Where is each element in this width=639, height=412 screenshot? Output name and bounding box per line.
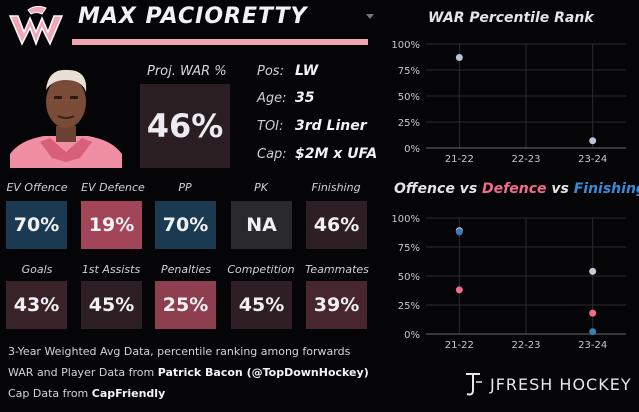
stat-label-teammates: Teammates [305,263,369,276]
capitals-logo [6,4,66,50]
y-tick-label: 0% [404,144,420,155]
proj-war-value: 46% [140,84,230,168]
stat-box-1st-assists: 45% [81,281,142,329]
toi-label: TOI: [257,119,284,134]
age-label: Age: [257,91,287,106]
stat-box-competition: 45% [231,281,292,329]
y-tick-label: 25% [398,118,420,129]
x-tick-label: 22-23 [511,340,540,351]
x-tick-label: 22-23 [511,154,540,165]
y-tick-label: 25% [398,301,420,312]
stat-label-1st-assists: 1st Assists [81,263,141,276]
stat-label-ev-offence: EV Offence [6,181,68,194]
pos-label: Pos: [257,64,284,79]
data-point [589,267,597,275]
ovd-title-finishing: Finishing [573,181,639,197]
ovd-title-vs: vs [546,181,574,197]
player-name: MAX PACIORETTY [78,4,308,29]
data-point [589,137,597,145]
proj-war-label: Proj. WAR % [147,64,227,79]
stat-box-goals: 43% [6,281,67,329]
war-chart-title: WAR Percentile Rank [428,10,594,26]
cap-label: Cap: [257,147,287,162]
stat-label-penalties: Penalties [160,263,212,276]
stat-box-finishing: 46% [306,201,367,249]
war-percentile-chart: 0% 25% 50% 75% 100% 21-22 22-23 23-24 [391,40,626,165]
y-tick-label: 75% [398,66,420,77]
ovd-title-offence: Offence vs [394,181,483,197]
y-tick-label: 50% [398,92,420,103]
x-tick-label: 21-22 [445,154,474,165]
data-point [589,309,597,317]
stat-label-pp: PP [178,181,192,194]
footer-cap-source-prefix: Cap Data from [8,387,92,400]
y-tick-label: 100% [391,214,420,225]
footer-methodology: 3-Year Weighted Avg Data, percentile ran… [8,345,351,358]
cap-value: $2M x UFA [295,146,378,162]
y-tick-label: 0% [404,330,420,341]
data-point [455,286,463,294]
y-tick-label: 50% [398,272,420,283]
x-tick-label: 23-24 [578,340,607,351]
data-point [455,228,463,236]
stat-label-finishing: Finishing [311,181,361,194]
jfresh-brand: JFRESH HOCKEY [462,369,632,399]
stat-box-ev-offence: 70% [6,201,67,249]
data-point [589,328,597,336]
footer-war-source-name: Patrick Bacon (@TopDownHockey) [157,366,369,379]
data-point [455,54,463,62]
footer-cap-source: Cap Data from CapFriendly [8,387,165,400]
player-headshot [10,62,122,168]
jfresh-logo-icon [466,373,482,396]
stat-box-ev-defence: 19% [81,201,142,249]
stat-box-pp: 70% [155,201,216,249]
y-tick-label: 75% [398,243,420,254]
stat-label-goals: Goals [21,263,53,276]
brand-text: JFRESH HOCKEY [490,374,632,394]
stat-label-competition: Competition [227,263,295,276]
footer-war-source-prefix: WAR and Player Data from [8,366,158,379]
stat-label-pk: PK [254,181,268,194]
pos-value: LW [295,63,319,79]
stat-box-penalties: 25% [155,281,216,329]
offence-defence-finishing-chart: 0% 25% 50% 75% 100% 21-22 22-23 23-24 [391,214,626,351]
stat-box-pk: NA [231,201,292,249]
age-value: 35 [295,90,315,106]
stat-box-teammates: 39% [306,281,367,329]
x-tick-label: 21-22 [445,340,474,351]
name-underline-bar [72,39,368,45]
ovd-title-defence: Defence [482,181,547,197]
player-dropdown-icon[interactable] [366,14,374,19]
ovd-chart-title: Offence vs Defence vs Finishing [394,181,639,197]
footer-cap-source-name: CapFriendly [91,387,166,400]
toi-value: 3rd Liner [295,118,367,134]
stat-label-ev-defence: EV Defence [81,181,145,194]
x-tick-label: 23-24 [578,154,607,165]
footer-war-source: WAR and Player Data from Patrick Bacon (… [8,366,369,379]
y-tick-label: 100% [391,40,420,51]
